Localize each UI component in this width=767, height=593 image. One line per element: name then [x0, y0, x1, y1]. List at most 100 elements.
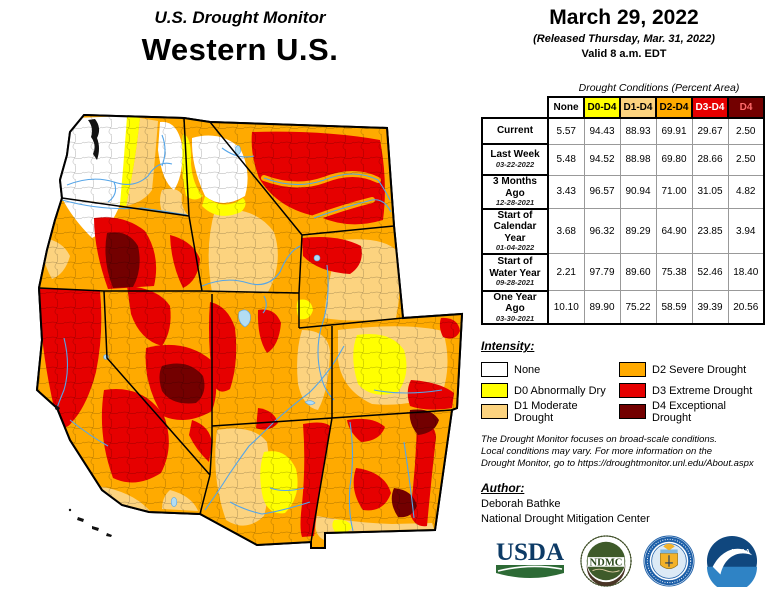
col-none: None	[547, 96, 585, 119]
legend-item-d2: D2 Severe Drought	[619, 359, 767, 380]
d2-swatch	[619, 362, 646, 378]
cell: 89.60	[619, 253, 657, 292]
author-org: National Drought Mitigation Center	[481, 513, 650, 525]
legend-grid: None D0 Abnormally Dry D1 Moderate Droug…	[481, 359, 767, 424]
blank-cell	[482, 97, 548, 118]
col-d1d4: D1-D4	[619, 96, 657, 119]
cell: 4.82	[727, 174, 765, 210]
release-date: (Released Thursday, Mar. 31, 2022)	[533, 33, 715, 45]
d0-swatch	[481, 383, 508, 399]
cell: 88.98	[619, 143, 657, 176]
table-caption: Drought Conditions (Percent Area)	[578, 82, 740, 94]
commerce-seal-logo	[642, 535, 695, 587]
cell: 2.21	[547, 253, 585, 292]
row-label-start-calendar-year: Start of Calendar Year 01-04-2022	[481, 207, 549, 255]
noaa-logo: NOAA	[706, 535, 757, 587]
report-kicker: U.S. Drought Monitor	[154, 8, 326, 27]
legend-item-d4: D4 Exceptional Drought	[619, 400, 767, 424]
cell: 89.90	[583, 290, 621, 326]
info-panel: March 29, 2022 (Released Thursday, Mar. …	[481, 6, 767, 593]
row-label-one-year-ago: One Year Ago 03-30-2021	[481, 289, 549, 326]
cell: 3.43	[547, 174, 585, 210]
svg-text:NOAA: NOAA	[731, 548, 750, 555]
cell: 58.59	[655, 290, 693, 326]
county-lines-texture	[37, 115, 462, 548]
cell: 5.57	[547, 117, 585, 145]
legend: Intensity: None D0 Abnormally Dry D1 Mod…	[481, 339, 767, 424]
western-us-drought-map	[35, 113, 464, 549]
drought-conditions-table: None D0-D4 D1-D4 D2-D4 D3-D4 D4 Current …	[481, 96, 765, 326]
usda-logo: USDA	[495, 539, 564, 578]
legend-item-none: None	[481, 359, 619, 380]
author-block: Author: Deborah Bathke National Drought …	[481, 481, 767, 525]
d3-swatch	[619, 383, 646, 399]
author-title: Author:	[481, 481, 525, 495]
cell: 71.00	[655, 174, 693, 210]
table-header-row: None D0-D4 D1-D4 D2-D4 D3-D4 D4	[482, 96, 765, 119]
cell: 5.48	[547, 143, 585, 176]
cell: 18.40	[727, 253, 765, 292]
table-row: Start of Water Year 09-28-2021 2.21 97.79…	[481, 252, 765, 292]
svg-text:NDMC: NDMC	[589, 557, 622, 568]
row-label-3-months-ago: 3 Months Ago 12-28-2021	[481, 174, 549, 210]
drought-layers	[37, 115, 462, 548]
legend-title: Intensity:	[481, 339, 535, 354]
cell: 28.66	[691, 143, 729, 176]
col-d0d4: D0-D4	[583, 96, 621, 119]
table-row: 3 Months Ago 12-28-2021 3.43 96.57 90.94 …	[481, 174, 765, 210]
logo-row: USDA NDMC	[481, 535, 767, 587]
table-row: Current 5.57 94.43 88.93 69.91 29.67 2.5…	[481, 117, 765, 145]
none-swatch	[481, 362, 508, 378]
cell: 89.29	[619, 208, 657, 255]
valid-time: Valid 8 a.m. EDT	[581, 48, 667, 60]
map-date: March 29, 2022	[549, 6, 699, 29]
cell: 69.80	[655, 143, 693, 176]
cell: 31.05	[691, 174, 729, 210]
disclaimer: The Drought Monitor focuses on broad-sca…	[481, 434, 754, 470]
legend-item-d1: D1 Moderate Drought	[481, 400, 619, 424]
cell: 97.79	[583, 253, 621, 292]
cell: 39.39	[691, 290, 729, 326]
cell: 75.38	[655, 253, 693, 292]
water-marks	[55, 119, 112, 537]
cell: 20.56	[727, 290, 765, 326]
col-d2d4: D2-D4	[655, 96, 693, 119]
row-label-start-water-year: Start of Water Year 09-28-2021	[481, 252, 549, 292]
cell: 96.57	[583, 174, 621, 210]
coastline	[35, 113, 464, 549]
d4-swatch	[619, 404, 646, 420]
cell: 96.32	[583, 208, 621, 255]
title-block: U.S. Drought Monitor Western U.S.	[30, 8, 450, 68]
author-name: Deborah Bathke	[481, 498, 561, 510]
table-row: Start of Calendar Year 01-04-2022 3.68 96…	[481, 207, 765, 255]
date-block: March 29, 2022 (Released Thursday, Mar. …	[481, 6, 767, 60]
row-label-current: Current	[481, 117, 549, 145]
ndmc-logo: NDMC	[579, 535, 632, 587]
lakes	[103, 145, 321, 507]
cell: 23.85	[691, 208, 729, 255]
cell: 75.22	[619, 290, 657, 326]
state-borders	[38, 117, 453, 543]
page-title: Western U.S.	[141, 32, 339, 67]
d1-swatch	[481, 404, 508, 420]
legend-item-d0: D0 Abnormally Dry	[481, 380, 619, 401]
table-row: Last Week 03-22-2022 5.48 94.52 88.98 69.…	[481, 143, 765, 176]
cell: 3.94	[727, 208, 765, 255]
svg-text:USDA: USDA	[495, 539, 563, 566]
cell: 88.93	[619, 117, 657, 145]
cell: 64.90	[655, 208, 693, 255]
cell: 2.50	[727, 117, 765, 145]
cell: 90.94	[619, 174, 657, 210]
col-d3d4: D3-D4	[691, 96, 729, 119]
col-d4: D4	[727, 96, 765, 119]
legend-item-d3: D3 Extreme Drought	[619, 380, 767, 401]
cell: 10.10	[547, 290, 585, 326]
cell: 3.68	[547, 208, 585, 255]
cell: 2.50	[727, 143, 765, 176]
row-label-last-week: Last Week 03-22-2022	[481, 143, 549, 176]
cell: 94.43	[583, 117, 621, 145]
map-container	[12, 90, 472, 590]
table-row: One Year Ago 03-30-2021 10.10 89.90 75.22…	[481, 289, 765, 326]
cell: 29.67	[691, 117, 729, 145]
